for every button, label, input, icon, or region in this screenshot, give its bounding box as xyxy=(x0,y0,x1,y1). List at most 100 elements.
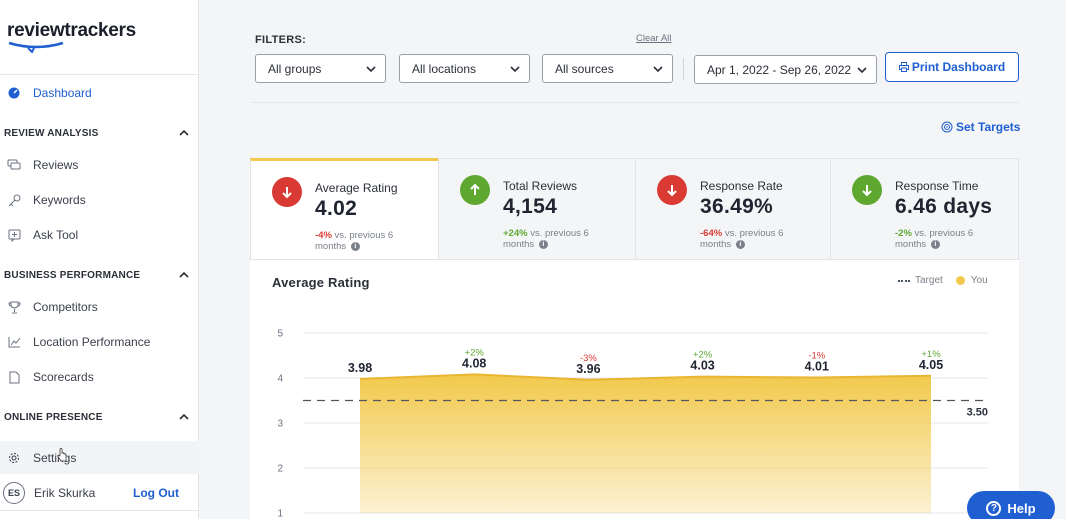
sidebar-item-settings[interactable]: Settings xyxy=(0,441,199,474)
kpi-value: 4,154 xyxy=(503,195,558,218)
legend-you-label: You xyxy=(970,275,988,286)
kpi-card-total-reviews[interactable]: Total Reviews 4,154 +24% vs. previous 6 … xyxy=(438,158,635,260)
printer-icon xyxy=(898,62,909,72)
user-name: Erik Skurka xyxy=(34,486,96,500)
sidebar-item-keywords[interactable]: Keywords xyxy=(0,185,199,215)
change-label: -3% xyxy=(580,353,597,364)
legend-target-swatch xyxy=(898,279,910,282)
kpi-card-response-time[interactable]: Response Time 6.46 days -2% vs. previous… xyxy=(830,158,1019,260)
chevron-down-icon xyxy=(510,66,520,73)
chart-title: Average Rating xyxy=(272,275,370,290)
data-label: 4.05 xyxy=(919,358,943,372)
question-icon: ? xyxy=(986,500,1002,516)
legend-you-swatch xyxy=(955,276,965,285)
help-button[interactable]: ? Help xyxy=(967,491,1055,519)
kpi-delta-text: vs. previous 6 months xyxy=(700,228,784,250)
key-icon xyxy=(7,193,21,207)
data-label: 4.03 xyxy=(690,359,714,373)
filters-label: FILTERS: xyxy=(255,34,307,46)
arrow-down-icon xyxy=(657,175,687,205)
set-targets-link[interactable]: Set Targets xyxy=(941,120,1020,134)
change-label: +2% xyxy=(465,347,485,358)
brand-logo[interactable]: reviewtrackers xyxy=(7,20,136,41)
rating-area xyxy=(360,374,931,513)
info-icon[interactable]: i xyxy=(735,239,745,249)
info-icon[interactable]: i xyxy=(538,239,548,249)
chevron-up-icon[interactable] xyxy=(179,128,189,138)
section-online-presence[interactable]: ONLINE PRESENCE xyxy=(4,407,189,427)
kpi-delta-percent: -4% xyxy=(315,230,332,241)
chevron-down-icon xyxy=(653,66,663,73)
section-review-analysis[interactable]: REVIEW ANALYSIS xyxy=(4,123,189,143)
sidebar-item-location-performance[interactable]: Location Performance xyxy=(0,327,199,357)
average-rating-chart-panel: Average Rating Target You 5 4 3 2 1 3.50 3.98 4… xyxy=(250,260,1019,519)
kpi-card-average-rating[interactable]: Average Rating 4.02 -4% vs. previous 6 m… xyxy=(250,158,438,260)
kpi-delta: -2% vs. previous 6 months i xyxy=(895,228,1005,250)
target-icon xyxy=(941,121,953,133)
data-label: 4.08 xyxy=(462,356,486,370)
date-range-value: Apr 1, 2022 - Sep 26, 2022 xyxy=(707,62,852,77)
y-tick-label: 1 xyxy=(277,509,283,519)
chevron-up-icon[interactable] xyxy=(179,412,189,422)
data-label: 3.96 xyxy=(576,362,600,376)
kpi-title: Average Rating xyxy=(315,181,398,195)
logout-link[interactable]: Log Out xyxy=(133,486,179,500)
kpi-delta-percent: -2% xyxy=(895,228,912,239)
sidebar-item-label: Reviews xyxy=(33,158,79,172)
kpi-title: Total Reviews xyxy=(503,179,578,193)
info-icon[interactable]: i xyxy=(930,239,940,249)
reviews-icon xyxy=(7,158,21,172)
rating-line xyxy=(359,373,932,381)
arrow-up-icon xyxy=(460,175,490,205)
date-range-select[interactable]: Apr 1, 2022 - Sep 26, 2022 xyxy=(694,55,877,84)
sidebar-item-reviews[interactable]: Reviews xyxy=(0,150,199,180)
locations-select[interactable]: All locations xyxy=(399,54,530,83)
groups-select[interactable]: All groups xyxy=(255,54,386,83)
divider xyxy=(0,510,199,511)
sidebar: reviewtrackers Dashboard REVIEW ANALYSIS… xyxy=(0,0,199,519)
sidebar-item-competitors[interactable]: Competitors xyxy=(0,292,199,322)
sidebar-item-label: Competitors xyxy=(33,300,98,314)
divider xyxy=(683,58,684,80)
print-dashboard-button[interactable]: Print Dashboard xyxy=(885,52,1019,82)
kpi-delta: -4% vs. previous 6 months i xyxy=(315,230,425,252)
locations-select-value: All locations xyxy=(412,61,477,76)
divider xyxy=(0,74,199,75)
info-icon[interactable]: i xyxy=(350,241,360,251)
data-label: 3.98 xyxy=(348,361,372,375)
kpi-value: 4.02 xyxy=(315,197,358,220)
sidebar-item-label: Keywords xyxy=(33,193,86,207)
trend-chart-icon xyxy=(7,335,21,349)
clear-all-link[interactable]: Clear All xyxy=(636,33,672,44)
sources-select[interactable]: All sources xyxy=(542,54,673,83)
y-tick-label: 2 xyxy=(277,464,283,475)
avatar[interactable]: ES xyxy=(3,482,25,504)
groups-select-value: All groups xyxy=(268,61,322,76)
chevron-down-icon xyxy=(857,67,867,74)
data-label: 4.01 xyxy=(805,360,829,374)
arrow-down-icon xyxy=(272,177,302,207)
kpi-value: 36.49% xyxy=(700,195,774,218)
kpi-delta-percent: +24% xyxy=(503,228,528,239)
help-label: Help xyxy=(1007,500,1036,516)
section-title: BUSINESS PERFORMANCE xyxy=(4,269,141,281)
chevron-up-icon[interactable] xyxy=(179,270,189,280)
sidebar-item-label: Scorecards xyxy=(33,370,94,384)
sidebar-item-dashboard[interactable]: Dashboard xyxy=(0,78,199,108)
y-tick-label: 5 xyxy=(277,329,283,340)
sidebar-item-scorecards[interactable]: Scorecards xyxy=(0,362,199,392)
kpi-card-response-rate[interactable]: Response Rate 36.49% -64% vs. previous 6… xyxy=(635,158,830,260)
kpi-title: Response Time xyxy=(895,179,979,193)
kpi-delta-text: vs. previous 6 months xyxy=(315,230,394,252)
kpi-title: Response Rate xyxy=(700,179,783,193)
kpi-delta-percent: -64% xyxy=(700,228,723,239)
change-label: +1% xyxy=(921,349,941,360)
section-business-performance[interactable]: BUSINESS PERFORMANCE xyxy=(4,265,189,285)
trophy-icon xyxy=(7,300,21,314)
sidebar-item-ask-tool[interactable]: Ask Tool xyxy=(0,220,199,250)
kpi-delta: +24% vs. previous 6 months i xyxy=(503,228,613,250)
dashboard-icon xyxy=(7,86,21,100)
kpi-value: 6.46 days xyxy=(895,195,993,218)
y-tick-label: 4 xyxy=(277,374,283,385)
